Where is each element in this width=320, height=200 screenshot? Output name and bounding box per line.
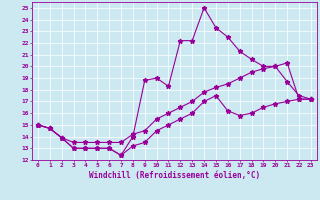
X-axis label: Windchill (Refroidissement éolien,°C): Windchill (Refroidissement éolien,°C) xyxy=(89,171,260,180)
